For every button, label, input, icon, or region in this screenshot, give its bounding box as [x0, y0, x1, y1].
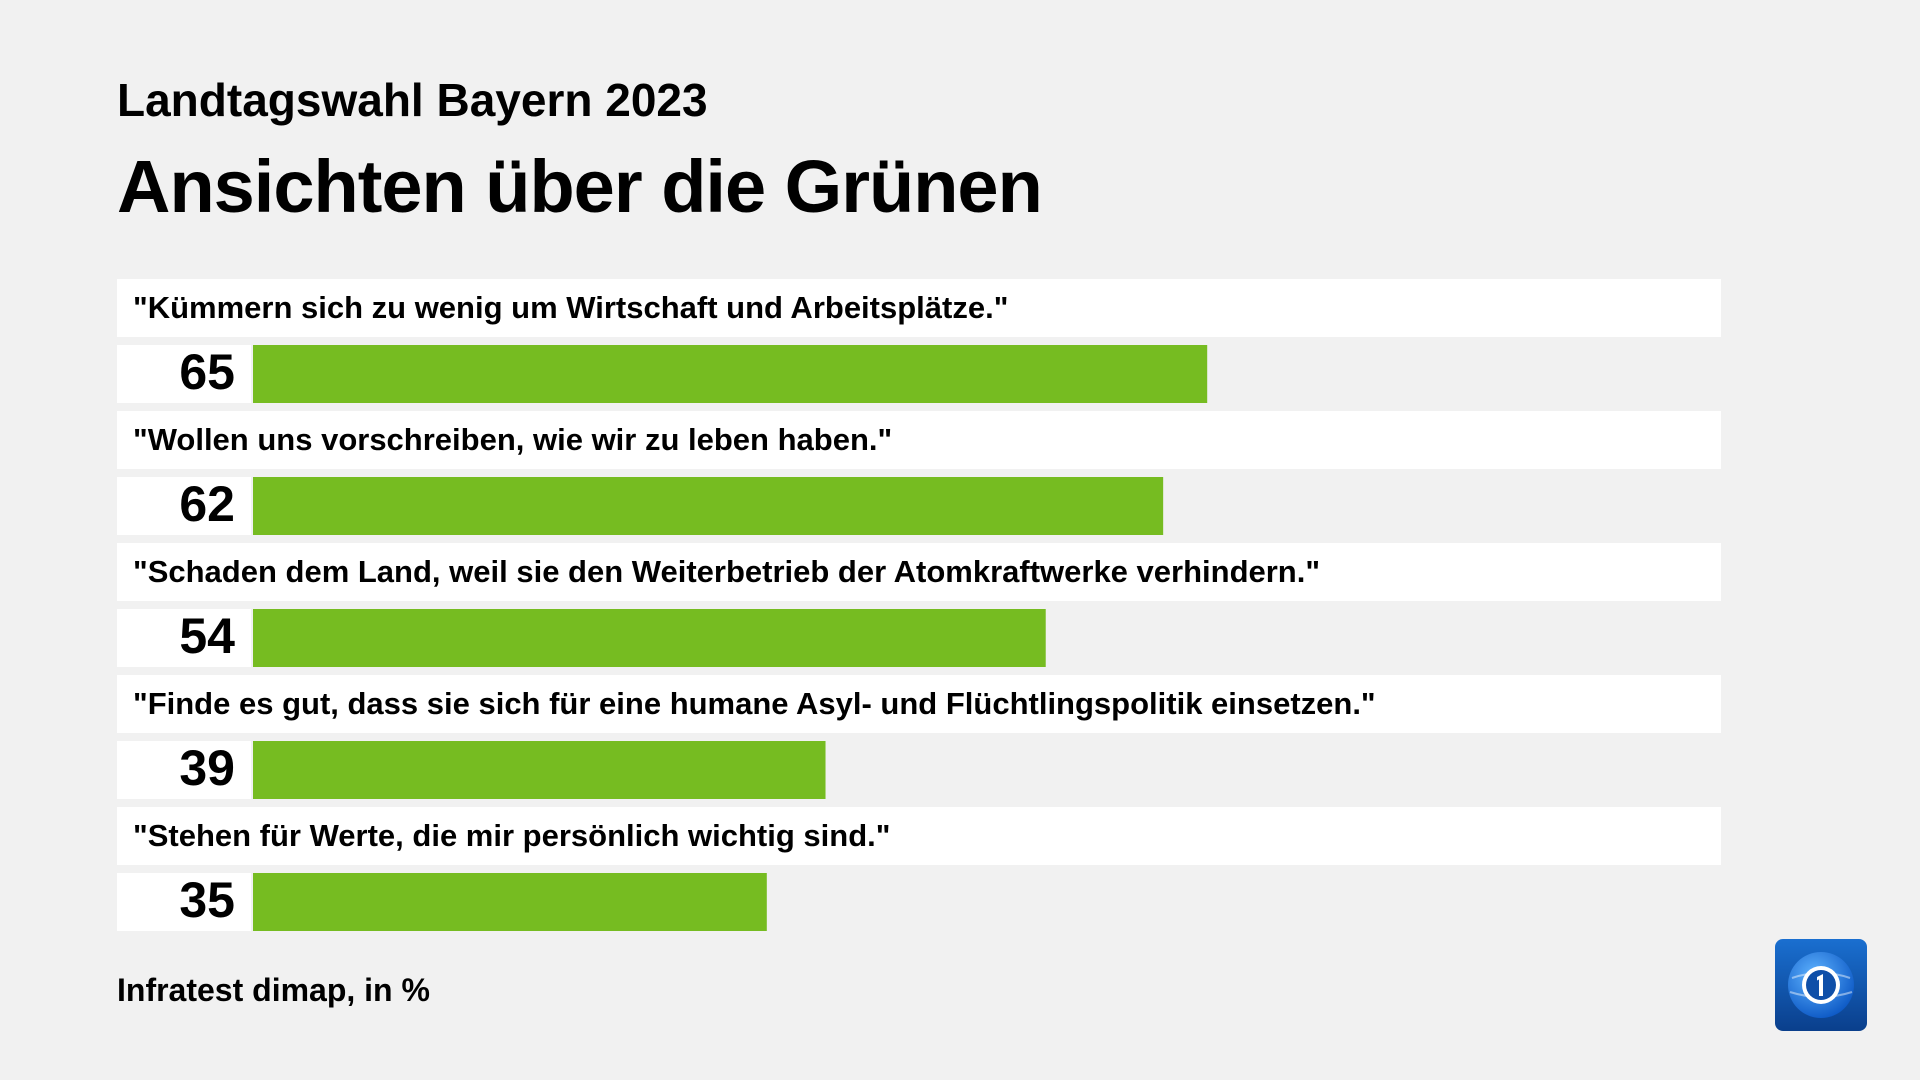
bar	[253, 609, 1046, 667]
bar	[253, 741, 826, 799]
value-label-background	[117, 741, 251, 799]
value-label-background	[117, 873, 251, 931]
bar-chart: "Kümmern sich zu wenig um Wirtschaft und…	[117, 279, 1721, 931]
statement-row-background	[117, 675, 1721, 733]
statement-row-background	[117, 411, 1721, 469]
value-label-background	[117, 609, 251, 667]
value-label: 54	[179, 608, 235, 664]
statement-label: "Stehen für Werte, die mir persönlich wi…	[133, 818, 890, 853]
statement-label: "Schaden dem Land, weil sie den Weiterbe…	[133, 554, 1320, 589]
value-label: 35	[179, 872, 235, 928]
bar	[253, 873, 767, 931]
statement-row-background	[117, 543, 1721, 601]
ard-tagesschau-logo-icon	[1775, 939, 1867, 1031]
chart-title: Ansichten über die Grünen	[117, 145, 1043, 228]
statement-label: "Wollen uns vorschreiben, wie wir zu leb…	[133, 422, 892, 457]
value-label-background	[117, 477, 251, 535]
value-label-background	[117, 345, 251, 403]
value-label: 65	[179, 344, 235, 400]
statement-row-background	[117, 279, 1721, 337]
statement-row-background	[117, 807, 1721, 865]
statement-label: "Kümmern sich zu wenig um Wirtschaft und…	[133, 290, 1008, 325]
chart-subtitle: Landtagswahl Bayern 2023	[117, 74, 708, 126]
bar	[253, 477, 1164, 535]
bar	[253, 345, 1208, 403]
statement-label: "Finde es gut, dass sie sich für eine hu…	[133, 686, 1376, 721]
value-label: 39	[179, 740, 235, 796]
source-note: Infratest dimap, in %	[117, 972, 430, 1008]
value-label: 62	[179, 476, 235, 532]
